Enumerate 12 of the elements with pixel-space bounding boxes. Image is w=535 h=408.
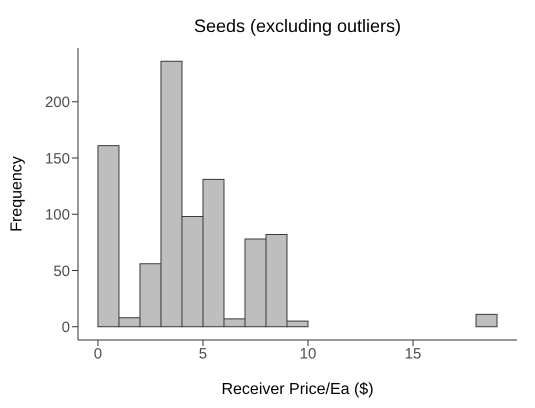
y-tick-label: 50: [53, 262, 70, 280]
x-tick-label: 5: [198, 346, 208, 363]
x-tick-label: 10: [300, 346, 316, 363]
y-tick-label: 200: [44, 94, 70, 112]
chart-title: Seeds (excluding outliers): [192, 16, 402, 37]
y-tick-label: 0: [62, 319, 70, 336]
y-tick-label: 100: [44, 206, 70, 224]
x-axis-title: Receiver Price/Ea ($): [221, 381, 374, 398]
x-tick-label: 15: [404, 346, 422, 363]
y-axis-title: Frequency: [8, 156, 26, 232]
x-tick-label: 0: [94, 346, 102, 363]
y-tick-label: 150: [44, 150, 70, 168]
